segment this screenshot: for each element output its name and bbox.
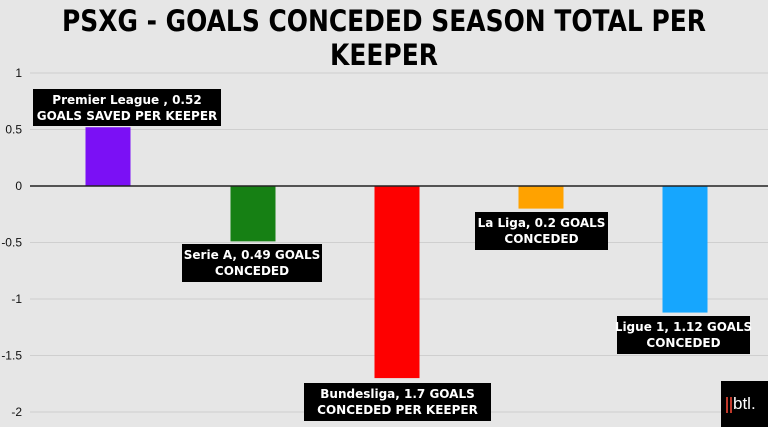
y-tick-label: -0.5: [1, 236, 22, 250]
data-label-box: [475, 212, 608, 250]
logo-text: btl.: [733, 394, 756, 413]
data-label-box: [617, 316, 750, 354]
data-label: GOALS SAVED PER KEEPER: [37, 109, 218, 123]
logo-bar-icon: [730, 397, 732, 413]
bar-la-liga: [518, 186, 564, 209]
data-label: CONCEDED PER KEEPER: [317, 403, 478, 417]
y-tick-label: -2: [11, 405, 22, 419]
data-label: Ligue 1, 1.12 GOALS: [615, 320, 752, 334]
y-tick-label: 0: [15, 179, 22, 193]
y-tick-label: 0.5: [5, 123, 22, 137]
data-label: Premier League , 0.52: [52, 93, 201, 107]
data-label: Serie A, 0.49 GOALS: [184, 248, 320, 262]
data-label: CONCEDED: [215, 264, 289, 278]
y-tick-label: -1: [11, 292, 22, 306]
data-label-box: [182, 244, 322, 282]
data-label: Bundesliga, 1.7 GOALS: [320, 387, 475, 401]
btl-logo: btl.: [721, 381, 768, 427]
bar-premier-league: [85, 127, 131, 186]
data-label: CONCEDED: [646, 336, 720, 350]
bar-serie-a: [230, 186, 276, 242]
bar-ligue-1: [662, 186, 708, 313]
chart-title: PSXG - GOALS CONCEDED SEASON TOTAL PER K…: [61, 4, 707, 72]
y-tick-label: -1.5: [1, 349, 22, 363]
logo-bar-icon: [726, 397, 728, 413]
bar-bundesliga: [374, 186, 420, 379]
data-label-box: [33, 89, 221, 126]
y-tick-label: 1: [15, 66, 22, 80]
data-label: CONCEDED: [504, 232, 578, 246]
data-label: La Liga, 0.2 GOALS: [478, 216, 606, 230]
data-label-box: [304, 383, 491, 421]
